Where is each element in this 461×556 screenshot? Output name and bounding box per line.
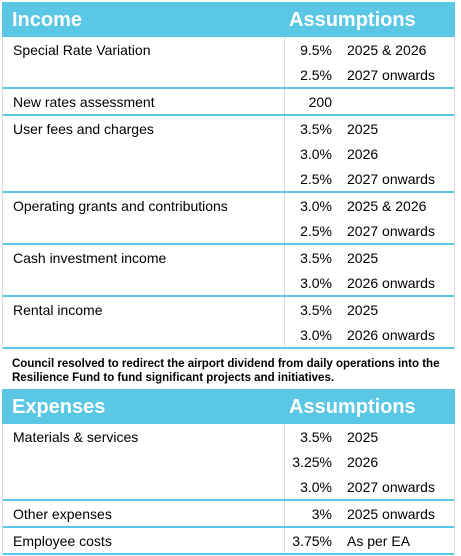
table-group: Cash investment income 3.5% 2025 3.0% 2026 o… xyxy=(3,245,454,297)
table-row: Cash investment income 3.5% 2025 xyxy=(3,245,454,270)
table-row: New rates assessment 200 xyxy=(3,89,454,114)
table-row: 3.25% 2026 xyxy=(3,449,454,474)
assumption-value: 200 xyxy=(308,94,332,110)
assumption-period: 2025 xyxy=(347,121,379,137)
row-label: New rates assessment xyxy=(13,94,155,110)
income-header: Income Assumptions xyxy=(2,2,455,37)
column-divider xyxy=(284,528,285,553)
assumption-value: 3.0% xyxy=(300,327,332,343)
table-row: 2.5% 2027 onwards xyxy=(3,218,454,243)
assumption-period: 2027 onwards xyxy=(347,479,435,495)
expenses-table: Materials & services 3.5% 2025 3.25% 2026 3.0… xyxy=(2,424,455,555)
assumption-value: 2.5% xyxy=(300,67,332,83)
column-divider xyxy=(284,116,285,191)
row-label: Materials & services xyxy=(13,429,139,445)
table-group: Operating grants and contributions 3.0% 20… xyxy=(3,193,454,245)
table-group: Employee costs 3.75% As per EA xyxy=(3,528,454,555)
assumption-value: 2.5% xyxy=(300,171,332,187)
assumption-value: 3.5% xyxy=(300,250,332,266)
assumption-period: 2025 xyxy=(347,302,379,318)
assumption-value: 3.0% xyxy=(300,479,332,495)
table-row: Materials & services 3.5% 2025 xyxy=(3,424,454,449)
row-label: Rental income xyxy=(13,302,103,318)
column-divider xyxy=(284,297,285,347)
table-row: User fees and charges 3.5% 2025 xyxy=(3,116,454,141)
assumption-value: 2.5% xyxy=(300,223,332,239)
assumption-value: 3.75% xyxy=(292,533,332,549)
assumption-period: 2026 onwards xyxy=(347,275,435,291)
note-text: Council resolved to redirect the airport… xyxy=(12,358,440,384)
expenses-header: Expenses Assumptions xyxy=(2,389,455,424)
assumption-value: 3% xyxy=(311,506,332,522)
assumption-value: 3.0% xyxy=(300,198,332,214)
assumption-period: 2025 & 2026 xyxy=(347,198,427,214)
table-row: 3.0% 2026 onwards xyxy=(3,322,454,347)
table-group: Other expenses 3% 2025 onwards xyxy=(3,501,454,528)
assumption-period: 2027 onwards xyxy=(347,171,435,187)
assumption-period: 2027 onwards xyxy=(347,67,435,83)
income-title: Income xyxy=(12,9,83,31)
assumption-period: 2026 xyxy=(347,146,379,162)
row-label: Operating grants and contributions xyxy=(13,198,228,214)
income-table: Special Rate Variation 9.5% 2025 & 2026 2.5… xyxy=(2,37,455,349)
table-row: 2.5% 2027 onwards xyxy=(3,166,454,191)
assumption-value: 3.5% xyxy=(300,429,332,445)
column-divider xyxy=(284,89,285,114)
column-divider xyxy=(284,245,285,295)
table-group: Materials & services 3.5% 2025 3.25% 2026 3.0… xyxy=(3,424,454,501)
table-row: 3.0% 2026 onwards xyxy=(3,270,454,295)
table-group: Rental income 3.5% 2025 3.0% 2026 onwards xyxy=(3,297,454,349)
assumption-period: As per EA xyxy=(347,533,411,549)
assumption-value: 3.5% xyxy=(300,121,332,137)
assumption-value: 3.0% xyxy=(300,275,332,291)
assumption-value: 9.5% xyxy=(300,42,332,58)
row-label: Special Rate Variation xyxy=(13,42,151,58)
table-group: New rates assessment 200 xyxy=(3,89,454,116)
income-assumptions-label: Assumptions xyxy=(289,9,416,31)
table-group: Special Rate Variation 9.5% 2025 & 2026 2.5… xyxy=(3,37,454,89)
assumption-value: 3.0% xyxy=(300,146,332,162)
assumption-period: 2025 xyxy=(347,429,379,445)
expenses-assumptions-label: Assumptions xyxy=(289,396,416,418)
assumption-period: 2025 & 2026 xyxy=(347,42,427,58)
assumption-period: 2027 onwards xyxy=(347,223,435,239)
table-row: Employee costs 3.75% As per EA xyxy=(3,528,454,553)
expenses-title: Expenses xyxy=(12,396,106,418)
assumption-value: 3.25% xyxy=(292,454,332,470)
assumption-period: 2026 xyxy=(347,454,379,470)
assumption-value: 3.5% xyxy=(300,302,332,318)
assumption-period: 2025 xyxy=(347,250,379,266)
table-row: Operating grants and contributions 3.0% 20… xyxy=(3,193,454,218)
column-divider xyxy=(284,193,285,243)
assumption-period: 2025 onwards xyxy=(347,506,435,522)
assumptions-document: Income Assumptions Special Rate Variatio… xyxy=(2,2,455,555)
row-label: Cash investment income xyxy=(13,250,167,266)
row-label: Other expenses xyxy=(13,506,112,522)
table-row: Special Rate Variation 9.5% 2025 & 2026 xyxy=(3,37,454,62)
table-row: 3.0% 2026 xyxy=(3,141,454,166)
column-divider xyxy=(284,37,285,87)
assumption-period: 2026 onwards xyxy=(347,327,435,343)
row-label: Employee costs xyxy=(13,533,112,549)
table-row: Other expenses 3% 2025 onwards xyxy=(3,501,454,526)
table-row: 2.5% 2027 onwards xyxy=(3,62,454,87)
column-divider xyxy=(284,501,285,526)
table-row: Rental income 3.5% 2025 xyxy=(3,297,454,322)
column-divider xyxy=(284,424,285,499)
row-label: User fees and charges xyxy=(13,121,154,137)
table-row: 3.0% 2027 onwards xyxy=(3,474,454,499)
table-group: User fees and charges 3.5% 2025 3.0% 2026 2.5… xyxy=(3,116,454,193)
